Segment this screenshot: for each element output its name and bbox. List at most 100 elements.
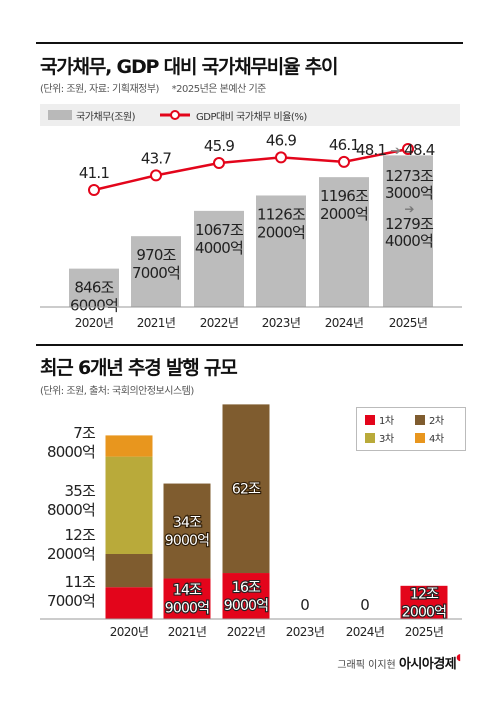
top-rule [36,42,463,44]
debt-bar-2021년 [131,236,181,307]
stack-label-0-5-0: 12조 [410,586,439,602]
stack-2차-2022년 [222,404,270,574]
ratio-point-2022년 [213,157,225,170]
legend-line-swatch [160,110,190,120]
debt-chart: 846조6000억970조7000억1067조4000억1126조2000억11… [40,131,462,330]
legend-bar-label: 국가채무(조원) [76,112,136,123]
x-tick-label: 2023년 [262,316,301,330]
arrow-icon: ➔ [390,144,401,159]
debt-label-3-0: 1126조 [257,205,306,223]
legend-round1-swatch [365,415,375,425]
debt-2025-from-jo: 1273조 [385,167,434,185]
debt-label-2-1: 4000억 [195,239,243,257]
stack-2차-2021년 [163,483,211,579]
stack-label-1-2-0: 62조 [232,482,261,498]
x-tick-label: 2021년 [168,625,207,639]
ratio-label-2020년: 41.1 [79,164,109,182]
debt-2025-to-jo: 1279조 [385,215,434,233]
chart2-title: 최근 6개년 추경 발행 규모 [40,357,238,379]
stack-label-0-5-1: 2000억 [402,604,447,620]
ratio-point-2020년 [88,184,100,196]
left-label-3-1: 8000억 [47,443,95,461]
x-tick-label: 2025년 [405,625,444,639]
legend-round3-swatch [365,433,375,443]
debt-2025-from-eok: 3000억 [385,184,434,202]
legend-round4-swatch [415,433,425,443]
credit-label: 그래픽 이지현 [337,660,396,671]
debt-label-4-1: 2000억 [320,205,368,223]
stack-label-0-1-1: 9000억 [165,601,210,617]
x-tick-label: 2023년 [286,625,325,639]
stack-3차-2020년 [105,456,153,554]
stack-label-0-2-1: 9000억 [224,598,269,614]
debt-bar-2025년 [383,155,433,307]
ratio-label-2023년: 46.9 [266,131,296,149]
debt-bar-2023년 [256,195,306,307]
brand-mark-icon: ◖ [456,653,461,663]
stack-label-1-1-1: 9000억 [165,533,210,549]
ratio-2025-to: 48.4 [404,141,435,159]
left-label-1-1: 2000억 [47,545,95,563]
legend-line-label: GDP대비 국가채무 비율(%) [196,112,307,123]
debt-label-3-1: 2000억 [257,223,305,241]
stack-1차-2025년 [400,585,448,619]
legend-round2-label: 2차 [429,416,444,427]
zero-label-2024년: 0 [360,596,370,614]
debt-label-0-0: 846조 [74,279,114,297]
left-label-0-1: 7000억 [47,592,95,610]
debt-label-0-1: 6000억 [70,297,118,315]
x-tick-label: 2024년 [346,625,385,639]
chart1-title: 국가채무, GDP 대비 국가채무비율 추이 [40,56,338,78]
debt-bar-2022년 [194,210,244,307]
x-tick-label: 2020년 [75,316,114,330]
middle-rule [36,344,463,346]
ratio-point-2025년 [402,143,414,155]
x-tick-label: 2021년 [137,316,176,330]
left-label-2-0: 35조 [65,482,96,500]
stack-1차-2022년 [222,573,270,619]
x-tick-label: 2022년 [227,625,266,639]
ratio-line [93,147,409,192]
legend-round2-swatch [415,415,425,425]
x-tick-label: 2024년 [325,316,364,330]
arrow-down-icon: ➔ [404,202,414,216]
ratio-label-2024년: 46.1 [329,136,359,154]
chart1-unit-source: (단위: 조원, 자료: 기획재정부) [40,84,159,95]
debt-2025-to-eok: 4000억 [385,232,434,250]
ratio-2025-from: 48.1 [356,141,387,159]
debt-2025-label: 1273조 3000억 ➔ 1279조 4000억 [377,168,441,250]
ratio-point-2024년 [338,155,350,168]
debt-bar-2020년 [69,268,119,307]
zero-label-2023년: 0 [300,596,310,614]
stack-1차-2021년 [163,578,211,619]
stack-label-1-1-0: 34조 [173,515,202,531]
x-tick-label: 2020년 [110,625,149,639]
left-label-1-0: 12조 [65,526,96,544]
stack-1차-2020년 [105,587,153,619]
credit: 그래픽 이지현 아시아경제◖ [337,653,461,672]
chart1-note: *2025년은 본예산 기준 [171,84,267,95]
left-label-2-1: 8000억 [47,501,95,519]
x-tick-label: 2022년 [200,316,239,330]
ratio-point-2023년 [275,151,287,164]
x-tick-label: 2025년 [389,316,428,330]
stack-2차-2020년 [105,553,153,588]
legend-round1-label: 1차 [379,416,394,427]
legend-round3-label: 3차 [379,434,394,445]
stack-label-0-1-0: 14조 [173,583,202,599]
left-label-3-0: 7조 [73,424,96,442]
chart1-legend: 국가채무(조원) GDP대비 국가채무 비율(%) [40,104,460,126]
debt-label-4-0: 1196조 [320,187,369,205]
legend-bar-swatch [48,110,72,120]
ratio-label-2021년: 43.7 [141,149,171,167]
brand-logo: 아시아경제 [398,657,457,672]
debt-bar-2024년 [319,177,369,307]
chart2-legend: 1차 2차 3차 4차 [356,407,466,451]
debt-label-1-0: 970조 [136,246,176,264]
ratio-label-2022년: 45.9 [204,137,234,155]
left-label-0-0: 11조 [65,573,96,591]
debt-label-1-1: 7000억 [132,264,180,282]
ratio-point-2021년 [150,169,162,182]
debt-label-2-0: 1067조 [195,221,244,239]
